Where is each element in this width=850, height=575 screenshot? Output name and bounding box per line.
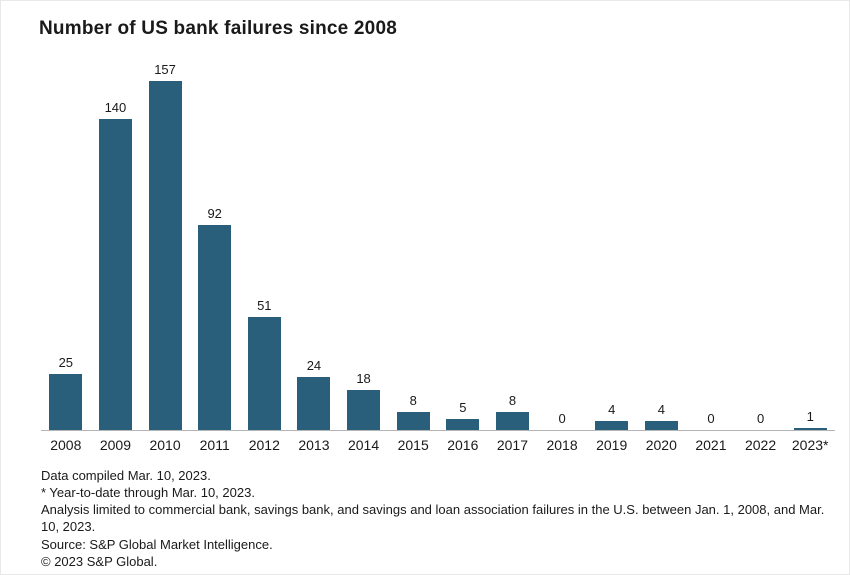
bar-column: 4 xyxy=(587,403,637,430)
bar-column: 140 xyxy=(91,101,141,430)
bar xyxy=(595,421,629,430)
bar xyxy=(793,428,827,430)
bar-column: 25 xyxy=(41,356,91,430)
x-axis-label: 2011 xyxy=(199,437,230,453)
bar-column: 1 xyxy=(785,410,835,430)
bar xyxy=(247,317,281,430)
bar xyxy=(148,81,182,430)
bar xyxy=(49,374,83,430)
bar-value-label: 18 xyxy=(356,371,371,386)
chart-title: Number of US bank failures since 2008 xyxy=(39,18,397,39)
bar-column: 8 xyxy=(488,394,538,430)
bar-column: 92 xyxy=(190,207,240,430)
bar-value-label: 8 xyxy=(508,393,517,408)
bar xyxy=(347,390,381,430)
x-axis-label: 2017 xyxy=(496,437,529,453)
bar-value-label: 157 xyxy=(154,62,176,77)
x-axis-label: 2019 xyxy=(596,437,628,453)
bar-value-label: 4 xyxy=(608,402,616,417)
bar-column: 0 xyxy=(736,412,786,430)
bar xyxy=(446,419,480,430)
bar-column: 0 xyxy=(537,412,587,430)
bar-column: 0 xyxy=(686,412,736,430)
x-axis-label: 2012 xyxy=(248,437,280,453)
x-axis-label: 2010 xyxy=(149,437,181,453)
footnote-copyright: © 2023 S&P Global. xyxy=(41,553,158,569)
bar-column: 4 xyxy=(637,403,687,430)
bar-value-label: 140 xyxy=(104,100,127,115)
footnotes: Data compiled Mar. 10, 2023. * Year-to-d… xyxy=(41,467,829,570)
bar-value-label: 24 xyxy=(306,358,322,373)
bar-value-label: 92 xyxy=(207,206,222,221)
bar-column: 18 xyxy=(339,372,389,430)
bar xyxy=(495,412,529,430)
bar-value-label: 0 xyxy=(756,411,765,426)
bar-column: 157 xyxy=(140,63,190,430)
x-axis-label: 2020 xyxy=(645,437,677,453)
x-axis-label: 2008 xyxy=(50,437,82,453)
x-axis-label: 2018 xyxy=(546,437,578,453)
bar-chart: 25 140 157 92 51 24 18 8 5 8 0 4 4 0 0 1 2008 2009 2010 20… xyxy=(41,63,835,453)
plot-area: 25 140 157 92 51 24 18 8 5 8 0 4 4 0 0 1 xyxy=(41,63,835,431)
x-axis-label: 2009 xyxy=(99,437,132,453)
footnote-ytd: * Year-to-date through Mar. 10, 2023. xyxy=(41,485,255,501)
bar-column: 24 xyxy=(289,359,339,430)
bar xyxy=(98,119,132,430)
bar-value-label: 0 xyxy=(707,411,715,426)
x-axis-label: 2022 xyxy=(744,437,777,453)
bar xyxy=(396,412,430,430)
x-axis-label: 2013 xyxy=(298,437,330,453)
x-axis-label: 2023* xyxy=(791,437,829,453)
footnote-data-compiled: Data compiled Mar. 10, 2023. xyxy=(41,468,211,483)
footnote-source: Source: S&P Global Market Intelligence. xyxy=(41,536,273,552)
bar xyxy=(297,377,331,430)
bar xyxy=(644,421,678,430)
bar xyxy=(198,225,232,430)
bar-value-label: 0 xyxy=(558,411,566,426)
bar-value-label: 5 xyxy=(459,400,467,415)
footnote-analysis: Analysis limited to commercial bank, sav… xyxy=(41,502,825,535)
bar-column: 8 xyxy=(388,394,438,430)
bar-value-label: 25 xyxy=(58,355,74,370)
bar-value-label: 1 xyxy=(806,409,814,424)
bar-column: 5 xyxy=(438,401,488,430)
bar-value-label: 51 xyxy=(257,298,272,313)
x-axis-label: 2015 xyxy=(397,437,429,453)
x-axis: 2008 2009 2010 2011 2012 2013 2014 2015 2016 2017… xyxy=(41,437,835,453)
bar-value-label: 4 xyxy=(657,402,665,417)
x-axis-label: 2021 xyxy=(695,437,727,453)
bar-value-label: 8 xyxy=(409,393,417,408)
x-axis-label: 2016 xyxy=(447,437,479,453)
bar-column: 51 xyxy=(240,299,290,430)
x-axis-label: 2014 xyxy=(347,437,380,453)
